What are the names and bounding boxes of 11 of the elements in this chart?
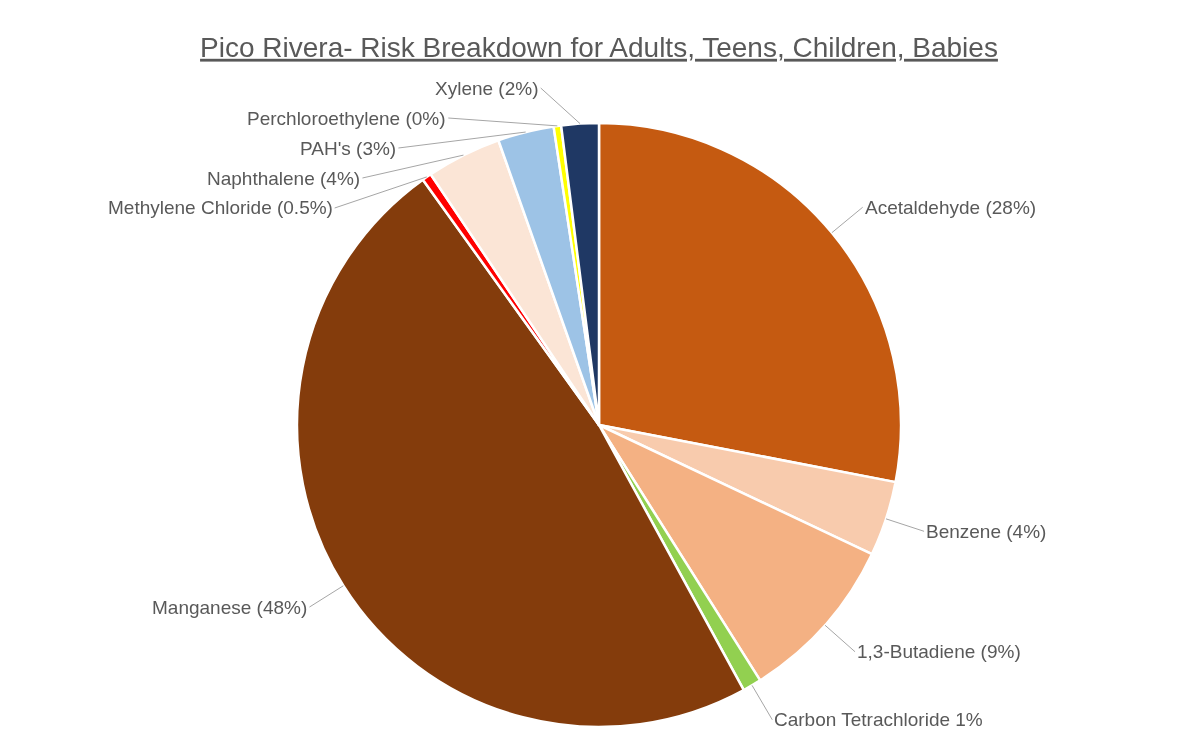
slice-label: Manganese (48%)	[152, 597, 308, 618]
slice-label: 1,3-Butadiene (9%)	[857, 641, 1021, 662]
slice-label: Perchloroethylene (0%)	[247, 108, 446, 129]
slice-label: Naphthalene (4%)	[207, 168, 361, 189]
slice-label: Benzene (4%)	[926, 521, 1047, 542]
chart-title: Pico Rivera- Risk Breakdown for Adults, Teens, Children, Babies	[200, 31, 998, 63]
slice-label: Xylene (2%)	[435, 78, 539, 99]
slice-label: Acetaldehyde (28%)	[865, 197, 1037, 218]
slice-label: PAH's (3%)	[300, 138, 397, 159]
slice-label: Carbon Tetrachloride 1%	[774, 709, 983, 730]
slice-label: Methylene Chloride (0.5%)	[108, 197, 333, 218]
